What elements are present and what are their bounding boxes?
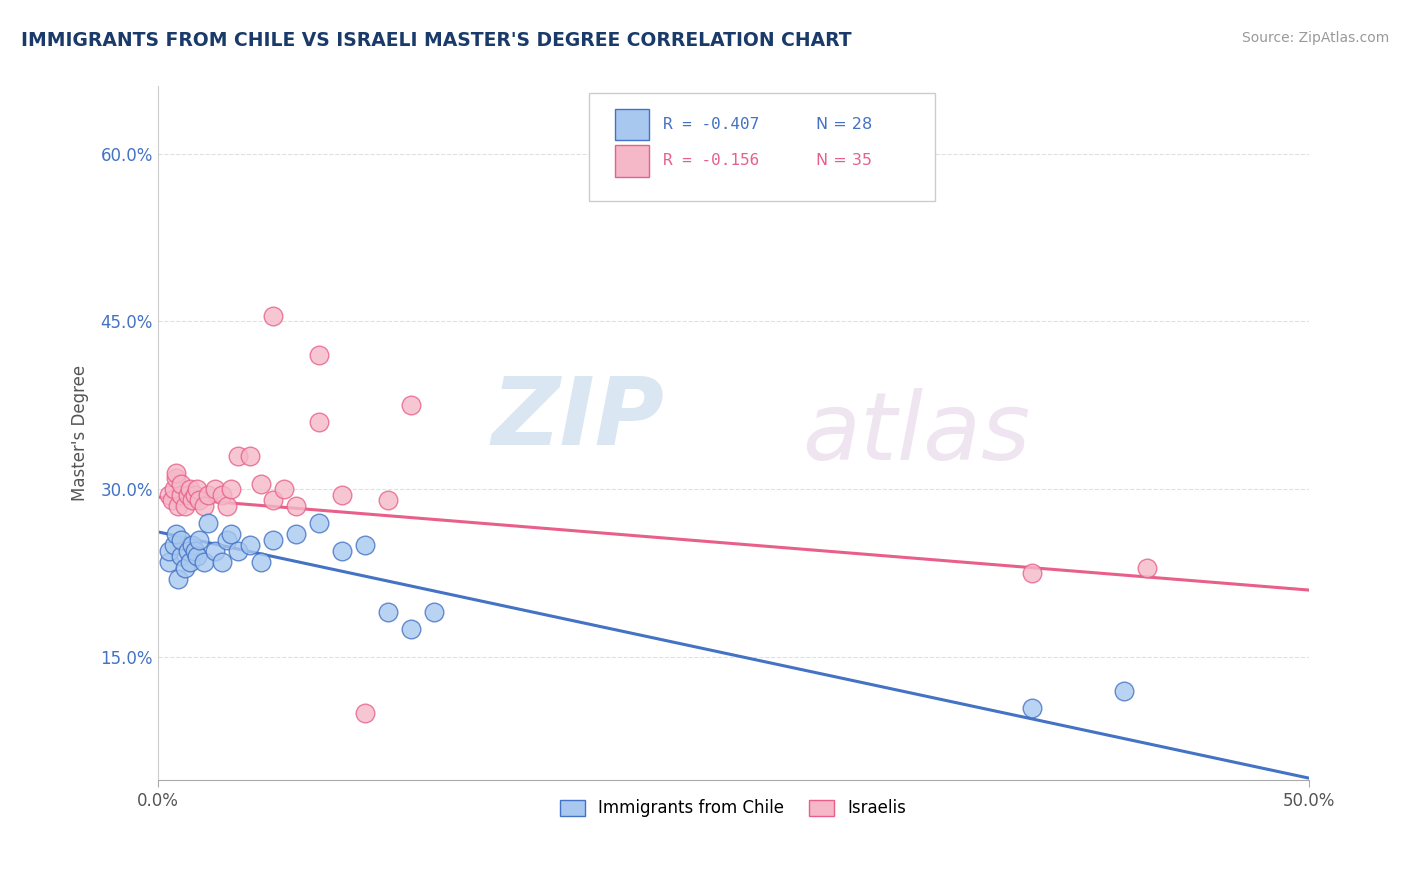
Point — [1136, 560, 1159, 574]
Point — [308, 516, 330, 530]
Point — [197, 516, 219, 530]
Text: Source: ZipAtlas.com: Source: ZipAtlas.com — [1241, 31, 1389, 45]
Point — [181, 493, 204, 508]
Point — [1114, 683, 1136, 698]
Point — [354, 538, 377, 552]
Point — [354, 706, 377, 720]
Point — [250, 476, 273, 491]
Point — [188, 533, 211, 547]
Point — [193, 499, 215, 513]
Point — [197, 488, 219, 502]
Point — [308, 415, 330, 429]
Y-axis label: Master's Degree: Master's Degree — [72, 365, 89, 501]
Point — [174, 560, 197, 574]
Point — [423, 606, 446, 620]
Point — [179, 555, 201, 569]
Point — [399, 622, 422, 636]
Point — [215, 499, 238, 513]
Point — [165, 466, 187, 480]
Text: IMMIGRANTS FROM CHILE VS ISRAELI MASTER'S DEGREE CORRELATION CHART: IMMIGRANTS FROM CHILE VS ISRAELI MASTER'… — [21, 31, 852, 50]
Point — [167, 572, 190, 586]
Point — [170, 476, 193, 491]
Point — [226, 544, 249, 558]
Point — [157, 488, 180, 502]
Point — [188, 493, 211, 508]
Point — [226, 449, 249, 463]
Point — [179, 483, 201, 497]
Point — [211, 555, 233, 569]
Point — [1021, 566, 1043, 581]
Point — [204, 483, 226, 497]
Point — [181, 538, 204, 552]
Point — [163, 538, 186, 552]
Point — [186, 483, 208, 497]
Point — [377, 493, 399, 508]
Point — [377, 606, 399, 620]
Point — [221, 483, 243, 497]
Point — [284, 499, 307, 513]
Point — [183, 544, 205, 558]
Point — [163, 483, 186, 497]
Point — [160, 493, 183, 508]
Point — [176, 488, 198, 502]
Point — [211, 488, 233, 502]
Bar — [614, 145, 650, 177]
Text: R = -0.156: R = -0.156 — [664, 153, 759, 169]
Point — [284, 527, 307, 541]
Text: R = -0.407: R = -0.407 — [664, 117, 759, 132]
Point — [239, 449, 262, 463]
Point — [262, 493, 284, 508]
Point — [165, 527, 187, 541]
Text: ZIP: ZIP — [491, 374, 664, 466]
Point — [170, 533, 193, 547]
Point — [183, 488, 205, 502]
Point — [250, 555, 273, 569]
Point — [1021, 700, 1043, 714]
Point — [174, 499, 197, 513]
Point — [170, 488, 193, 502]
Text: atlas: atlas — [803, 388, 1031, 479]
Point — [262, 533, 284, 547]
Point — [186, 549, 208, 564]
Point — [330, 488, 353, 502]
Point — [215, 533, 238, 547]
Point — [262, 309, 284, 323]
Legend: Immigrants from Chile, Israelis: Immigrants from Chile, Israelis — [553, 793, 912, 824]
Point — [165, 471, 187, 485]
Point — [157, 555, 180, 569]
Point — [170, 549, 193, 564]
Point — [157, 544, 180, 558]
Point — [221, 527, 243, 541]
Point — [176, 544, 198, 558]
FancyBboxPatch shape — [589, 94, 935, 201]
Point — [239, 538, 262, 552]
Point — [399, 398, 422, 412]
Point — [167, 499, 190, 513]
Point — [330, 544, 353, 558]
Bar — [614, 109, 650, 140]
Text: N = 28: N = 28 — [815, 117, 872, 132]
Point — [308, 348, 330, 362]
Text: N = 35: N = 35 — [815, 153, 872, 169]
Point — [193, 555, 215, 569]
Point — [273, 483, 295, 497]
Point — [204, 544, 226, 558]
